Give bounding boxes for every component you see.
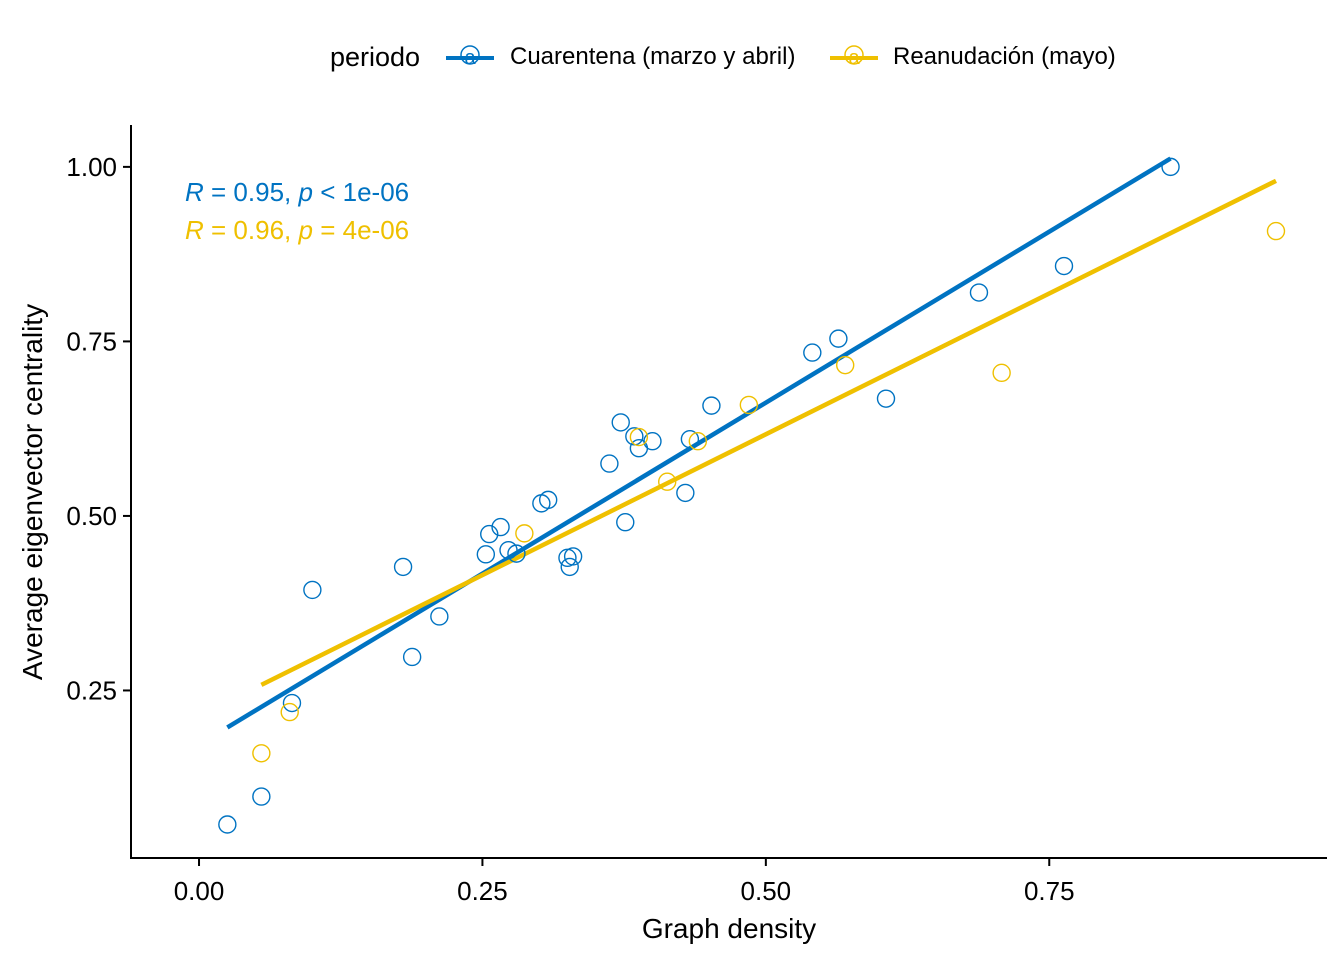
data-point-series-0: [476, 545, 496, 564]
data-point-series-0: [393, 557, 413, 577]
data-point-series-0: [803, 343, 822, 362]
fit-line-series-1: [260, 178, 1277, 687]
data-point-series-0: [1054, 256, 1074, 276]
stat-label-series-0: R = 0.95, p < 1e-06: [185, 177, 409, 207]
data-point-series-0: [969, 283, 989, 302]
legend-item-series-1: a Reanudación (mayo): [830, 43, 1116, 70]
data-point-series-0: [643, 432, 662, 451]
data-points: [218, 157, 1286, 834]
legend-label-series-0: Cuarentena (marzo y abril): [510, 43, 795, 70]
legend-title: periodo: [330, 42, 420, 72]
data-point-series-0: [402, 647, 422, 667]
y-tick-label: 1.00: [66, 152, 117, 182]
data-point-series-0: [538, 490, 558, 510]
data-point-series-0: [430, 607, 449, 626]
data-point-series-0: [616, 513, 635, 532]
data-point-series-0: [1161, 157, 1180, 177]
data-point-series-1: [688, 432, 708, 451]
y-tick-label: 0.25: [66, 675, 117, 705]
data-point-series-0: [491, 517, 510, 537]
x-axis-title: Graph density: [642, 913, 816, 944]
x-tick-label: 0.00: [174, 876, 225, 906]
legend-glyph-series-1: a: [848, 47, 860, 69]
data-point-series-0: [680, 429, 700, 449]
data-point-series-1: [515, 524, 534, 543]
data-point-series-0: [499, 540, 518, 560]
stat-label-series-1: R = 0.96, p = 4e-06: [185, 215, 409, 245]
x-tick-label: 0.25: [457, 876, 508, 906]
data-point-series-1: [992, 363, 1011, 383]
legend-label-series-1: Reanudación (mayo): [893, 43, 1116, 70]
correlation-stats: R = 0.95, p < 1e-06 R = 0.96, p = 4e-06: [185, 177, 409, 245]
data-point-series-0: [876, 389, 896, 408]
data-point-series-1: [1266, 221, 1286, 241]
legend-item-series-0: a Cuarentena (marzo y abril): [446, 43, 795, 70]
data-point-series-0: [611, 413, 630, 432]
x-ticks: 0.00 0.25 0.50 0.75: [174, 858, 1075, 906]
x-tick-label: 0.75: [1024, 876, 1075, 906]
legend-glyph-series-0: a: [464, 47, 476, 69]
data-point-series-1: [739, 395, 759, 415]
data-point-series-0: [829, 329, 848, 348]
data-point-series-0: [532, 494, 551, 513]
data-point-series-1: [658, 472, 677, 491]
legend-marker-series-0: [460, 45, 480, 65]
y-tick-label: 0.50: [66, 501, 117, 531]
y-ticks: 0.25 0.50 0.75 1.00: [66, 152, 131, 705]
data-point-series-0: [252, 787, 271, 806]
fit-line-series-0: [226, 156, 1172, 730]
data-point-series-0: [218, 815, 237, 834]
data-point-series-0: [480, 524, 499, 544]
legend: periodo a Cuarentena (marzo y abril) a R…: [330, 42, 1116, 72]
data-point-series-1: [629, 427, 649, 447]
data-point-series-0: [702, 396, 721, 415]
fit-lines: [226, 156, 1277, 730]
data-point-series-0: [676, 483, 695, 503]
data-point-series-1: [252, 744, 271, 763]
data-point-series-0: [282, 693, 302, 713]
x-tick-label: 0.50: [741, 876, 792, 906]
y-axis-title: Average eigenvector centrality: [17, 304, 48, 680]
data-point-series-0: [560, 557, 579, 577]
y-tick-label: 0.75: [66, 326, 117, 356]
data-point-series-0: [563, 547, 583, 566]
legend-marker-series-1: [844, 45, 864, 65]
data-point-series-1: [280, 702, 299, 722]
data-point-series-0: [600, 454, 619, 473]
data-point-series-0: [303, 580, 322, 600]
data-point-series-1: [835, 355, 855, 375]
data-point-series-0: [507, 544, 526, 563]
